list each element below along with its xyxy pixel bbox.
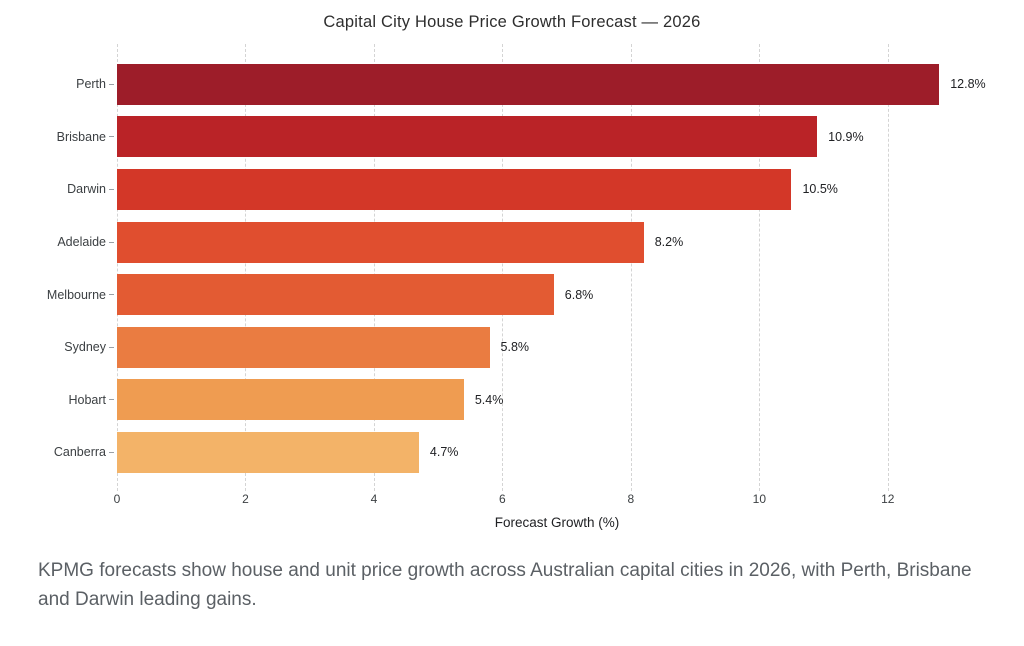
bar-rows: Perth 12.8% Brisbane 10.9% Darwin 10.5% Adelai… bbox=[47, 58, 997, 479]
bar-hobart bbox=[117, 379, 464, 421]
y-tick-mark bbox=[109, 188, 114, 190]
x-tick-label: 0 bbox=[113, 492, 121, 506]
x-tick-label: 6 bbox=[499, 492, 506, 506]
bar-row: Darwin 10.5% bbox=[67, 163, 997, 216]
y-tick-mark bbox=[109, 346, 114, 348]
category-label: Brisbane bbox=[56, 129, 106, 144]
caption-text: KPMG forecasts show house and unit price… bbox=[38, 560, 972, 610]
bar-value-label: 5.8% bbox=[500, 340, 530, 355]
bar-perth bbox=[117, 63, 940, 105]
bar-sydney bbox=[117, 326, 490, 368]
x-tick-label: 8 bbox=[627, 492, 635, 506]
bar-row: Sydney 5.8% bbox=[64, 321, 997, 374]
bar-row: Brisbane 10.9% bbox=[57, 111, 997, 164]
plot-area: Perth 12.8% Brisbane 10.9% Darwin 10.5% Adelai… bbox=[47, 44, 997, 491]
category-label: Sydney bbox=[64, 340, 106, 355]
y-tick-mark bbox=[109, 136, 114, 138]
bar-melbourne bbox=[117, 274, 554, 316]
bar-row: Hobart 5.4% bbox=[68, 374, 997, 427]
bar-row: Adelaide 8.2% bbox=[57, 216, 997, 269]
y-tick-mark bbox=[109, 83, 114, 85]
x-axis-title: Forecast Growth (%) bbox=[494, 515, 620, 530]
bar-row: Melbourne 6.8% bbox=[47, 268, 997, 321]
category-label: Canberra bbox=[53, 445, 106, 460]
category-label: Perth bbox=[76, 77, 106, 92]
bar-value-label: 10.5% bbox=[802, 182, 838, 197]
category-label: Hobart bbox=[68, 392, 106, 407]
bar-value-label: 10.9% bbox=[828, 129, 864, 144]
category-label: Adelaide bbox=[57, 235, 106, 250]
bar-canberra bbox=[117, 431, 419, 473]
chart-title: Capital City House Price Growth Forecast… bbox=[323, 13, 701, 31]
x-tick-label: 12 bbox=[881, 492, 895, 506]
x-tick-label: 10 bbox=[752, 492, 767, 506]
x-tick-label: 2 bbox=[242, 492, 249, 506]
bar-value-label: 5.4% bbox=[474, 392, 504, 407]
category-label: Darwin bbox=[67, 182, 106, 197]
x-axis: 0 2 4 6 8 10 12 bbox=[113, 479, 997, 513]
bar-row: Perth 12.8% bbox=[76, 58, 997, 111]
bar-row: Canberra 4.7% bbox=[54, 426, 997, 479]
bar-darwin bbox=[117, 168, 792, 210]
category-label: Melbourne bbox=[46, 287, 106, 302]
y-tick-mark bbox=[109, 399, 114, 401]
x-tick-label: 4 bbox=[370, 492, 378, 506]
y-tick-mark bbox=[109, 294, 114, 296]
bar-value-label: 6.8% bbox=[564, 287, 594, 302]
y-tick-mark bbox=[109, 451, 114, 453]
bar-value-label: 8.2% bbox=[654, 235, 684, 250]
y-tick-mark bbox=[109, 241, 114, 243]
bar-adelaide bbox=[117, 221, 644, 263]
bar-brisbane bbox=[117, 116, 818, 158]
bar-value-label: 12.8% bbox=[950, 77, 986, 92]
bar-value-label: 4.7% bbox=[429, 445, 459, 460]
